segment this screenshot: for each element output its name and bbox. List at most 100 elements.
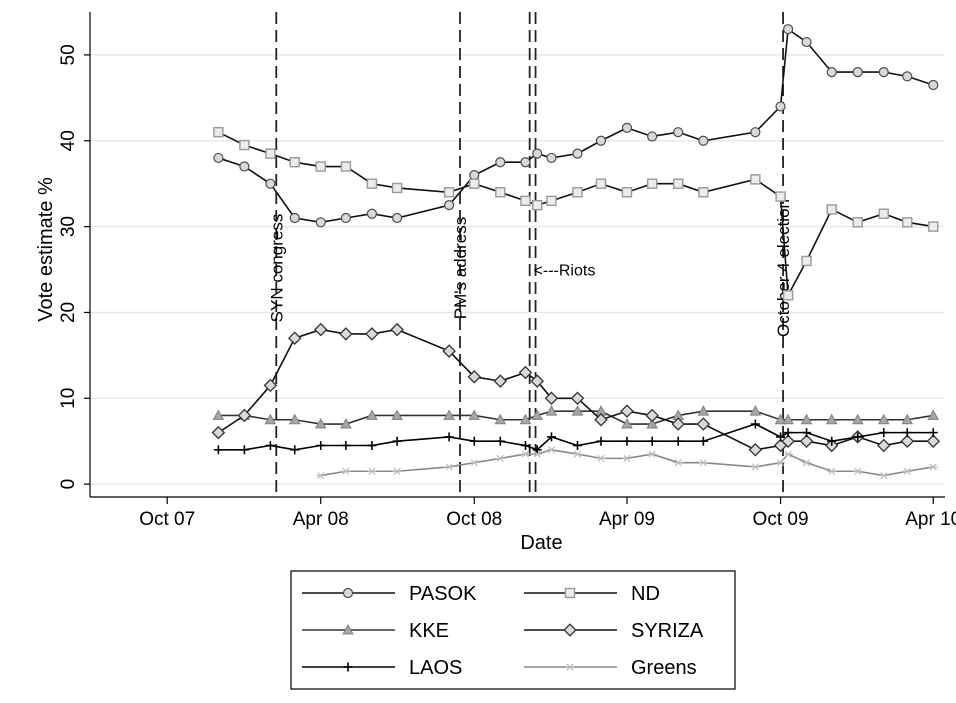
data-point [853, 432, 863, 442]
data-point [698, 459, 708, 467]
data-point [239, 139, 250, 151]
point-shape [878, 208, 889, 219]
data-point [343, 662, 353, 672]
data-point [532, 199, 543, 211]
point-shape [784, 450, 792, 458]
legend-label: LAOS [409, 657, 462, 679]
data-point [595, 135, 607, 146]
data-point [391, 212, 403, 224]
point-shape [572, 187, 583, 198]
point-shape [928, 79, 939, 91]
point-shape [368, 467, 376, 475]
data-point [902, 467, 912, 475]
point-shape [781, 434, 795, 448]
point-shape [313, 322, 328, 337]
data-point [878, 208, 889, 219]
data-point [647, 131, 658, 142]
data-point [289, 157, 300, 168]
series-syriza [211, 322, 941, 457]
data-point [494, 413, 507, 425]
point-shape [646, 418, 658, 429]
point-shape [878, 66, 889, 78]
point-shape [623, 454, 631, 462]
data-point [531, 409, 544, 420]
data-point [520, 440, 530, 450]
data-point [520, 157, 531, 168]
point-shape [288, 413, 301, 425]
data-point [801, 255, 812, 267]
point-shape [212, 409, 225, 420]
point-shape [468, 409, 481, 420]
point-shape [854, 467, 862, 475]
data-point [782, 413, 794, 425]
point-shape [621, 122, 633, 133]
point-shape [698, 187, 709, 198]
point-shape [782, 24, 794, 35]
point-shape [237, 408, 252, 423]
data-point [646, 418, 658, 429]
point-shape [289, 157, 300, 168]
data-point [750, 463, 760, 471]
point-shape [929, 463, 937, 471]
data-point [781, 434, 795, 448]
data-point [495, 157, 506, 168]
series-greens [316, 446, 938, 480]
legend-label: PASOK [409, 583, 477, 605]
data-point [900, 434, 915, 448]
point-shape [928, 221, 939, 232]
data-point [572, 450, 582, 458]
gridlines [90, 54, 945, 485]
point-shape [442, 344, 456, 358]
series-nd [213, 126, 939, 301]
point-shape [469, 178, 480, 189]
data-point [366, 409, 378, 420]
y-tick-label: 30 [58, 216, 79, 237]
data-point [265, 178, 276, 189]
point-shape [782, 413, 794, 425]
point-shape [595, 135, 607, 146]
data-point [800, 413, 813, 425]
data-point [467, 370, 482, 384]
point-shape [391, 409, 403, 420]
data-point [572, 440, 582, 450]
point-shape [469, 169, 480, 181]
point-shape [900, 434, 915, 448]
x-tick-label: Oct 09 [753, 509, 809, 530]
data-point [314, 418, 327, 429]
data-point [749, 405, 762, 416]
point-shape [496, 454, 504, 462]
data-point [392, 467, 402, 475]
point-shape [674, 459, 682, 467]
data-point [698, 135, 709, 146]
data-point [532, 148, 543, 159]
point-shape [443, 409, 455, 420]
x-tick-label: Apr 10 [905, 509, 956, 530]
series-group [211, 24, 941, 480]
point-shape [620, 404, 634, 418]
data-point [530, 374, 544, 388]
point-shape [494, 413, 507, 425]
data-point [570, 391, 585, 406]
data-point [878, 66, 889, 78]
data-point [621, 418, 633, 429]
data-point [391, 409, 403, 420]
point-shape [366, 409, 378, 420]
point-shape [673, 127, 684, 138]
point-shape [532, 199, 543, 211]
point-shape [264, 413, 277, 425]
point-shape [340, 418, 352, 429]
data-point [237, 408, 252, 423]
point-shape [594, 412, 608, 427]
data-point [647, 436, 657, 446]
point-shape [470, 459, 478, 467]
data-point [468, 409, 481, 420]
data-point [622, 454, 632, 462]
point-shape [826, 204, 837, 215]
y-tick-label: 20 [58, 302, 79, 323]
y-tick-label: 50 [58, 44, 79, 65]
point-shape [213, 126, 224, 138]
data-point [698, 187, 709, 198]
data-point [774, 413, 787, 425]
data-point [289, 212, 300, 224]
data-point [495, 436, 505, 446]
